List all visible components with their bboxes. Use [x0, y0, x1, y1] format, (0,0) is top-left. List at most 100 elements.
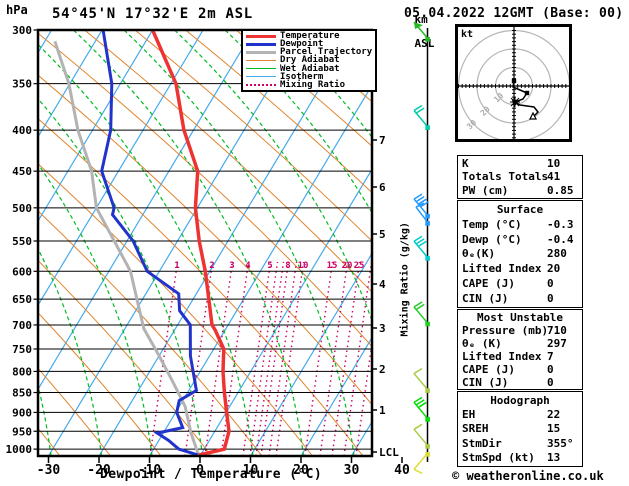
wet-adiabat-line	[123, 30, 355, 456]
wind-barb-dot	[425, 444, 430, 449]
wind-barb-staff	[413, 428, 429, 446]
wind-barb	[413, 423, 430, 449]
stats-row-value: 297	[547, 337, 567, 350]
legend-item-label: Dry Adiabat	[280, 55, 340, 66]
stats-row-value: 0	[547, 376, 554, 389]
stats-row: K 10	[458, 157, 582, 170]
wind-barb-column	[413, 21, 430, 474]
stats-row-value: -0.4	[547, 232, 574, 246]
legend-item: Isotherm	[243, 72, 375, 81]
wind-barb-feather	[413, 104, 423, 112]
temp-tick-label: -10	[138, 463, 162, 478]
dry-adiabat-line	[38, 163, 313, 456]
pressure-tick-label: 700	[12, 319, 32, 332]
stats-row-label: StmDir	[462, 436, 502, 450]
stats-row-label: CIN (J)	[462, 291, 509, 305]
wind-barb-feather	[415, 303, 425, 311]
wind-barb	[413, 301, 430, 327]
stats-row-label: CAPE (J)	[462, 277, 515, 291]
wind-barb-dot	[425, 221, 430, 226]
wind-barb	[413, 452, 430, 474]
wind-barb-dot	[425, 36, 430, 42]
mixing-ratio-label: 10	[298, 261, 309, 271]
wind-barb-feather	[417, 240, 427, 248]
stats-row-value: 280	[547, 247, 567, 261]
pressure-tick-label: 650	[12, 293, 32, 306]
wet-adiabat-line	[38, 163, 153, 456]
wind-barb	[413, 396, 430, 422]
km-unit-label: km	[414, 13, 428, 26]
stats-table: Hodograph EH 22 SREH 15 StmDir 355° StmSpd (kt)…	[457, 391, 583, 467]
legend-item: Parcel Trajectory	[243, 48, 375, 57]
stats-row-label: CAPE (J)	[462, 363, 515, 376]
mixing-ratio-label: 20	[342, 261, 353, 271]
stats-row-label: Lifted Index	[462, 262, 542, 276]
wind-barb-dot	[425, 125, 430, 130]
mixing-ratio-axis-title: Mixing Ratio (g/kg)	[399, 222, 411, 337]
stats-row: CAPE (J) 0	[458, 363, 582, 376]
hodograph-ring-label: 30	[465, 118, 478, 131]
pressure-tick-label: 900	[12, 406, 32, 419]
legend-line-sample	[246, 42, 276, 46]
station-title: 54°45'N 17°32'E 2m ASL	[52, 6, 253, 22]
km-tick-label: 7	[379, 134, 386, 147]
stats-row: PW (cm) 0.85	[458, 184, 582, 197]
legend: Temperature Dewpoint Parcel Trajectory Dry …	[241, 29, 377, 92]
dry-adiabat-line	[38, 32, 372, 348]
wet-adiabat-line	[427, 30, 450, 456]
pressure-tick-label: 400	[12, 124, 32, 137]
km-axis: 7 6 5 4 3 2 1	[372, 90, 386, 453]
wind-barb-dot	[425, 213, 430, 219]
isotherm-line	[98, 30, 356, 456]
pressure-tick-label: 350	[12, 78, 32, 91]
wind-barb-feather	[415, 107, 425, 114]
hodograph-ring-label: 10	[492, 91, 505, 104]
pressure-tick-label: 950	[12, 425, 32, 438]
stats-row: Totals Totals 41	[458, 170, 582, 183]
legend-item-label: Mixing Ratio	[280, 79, 346, 90]
wet-adiabat-line	[38, 247, 103, 456]
isotherm-line	[38, 30, 103, 138]
x-axis-title: Dewpoint / Temperature (°C)	[100, 467, 323, 482]
dry-adiabat-line	[84, 30, 372, 293]
lcl-label: LCL	[379, 446, 399, 459]
stats-row-label: CIN (J)	[462, 376, 509, 389]
stats-row: θₑ (K) 297	[458, 337, 582, 350]
stats-table: K 10 Totals Totals 41 PW (cm) 0.85	[457, 155, 583, 199]
legend-item-label: Temperature	[280, 31, 340, 42]
wind-barb-feather	[420, 201, 429, 208]
wind-barb-feather	[413, 235, 423, 242]
dry-adiabats	[38, 30, 372, 456]
isotherm-line	[38, 30, 255, 391]
stats-row-value: 15	[547, 422, 561, 436]
temp-tick-label: 10	[243, 463, 259, 478]
mixing-ratio-label: 4	[245, 261, 251, 271]
wind-barb-feather	[415, 195, 425, 203]
stats-row-label: Totals Totals	[462, 170, 549, 184]
legend-line-sample	[246, 50, 276, 54]
mixing-ratio-label: 15	[327, 261, 338, 271]
wind-barb-feather	[413, 396, 423, 403]
temp-tick-label: 40	[394, 463, 410, 478]
plot-border	[36, 28, 374, 458]
wet-adiabat-line	[73, 30, 305, 456]
wet-adiabat-line	[0, 30, 1, 456]
stats-row: SREH 15	[458, 422, 582, 435]
hodograph-point-marker	[511, 78, 517, 84]
km-tick-label: 4	[379, 278, 386, 291]
stats-row-label: EH	[462, 408, 476, 422]
wind-barb	[413, 193, 430, 226]
wind-barb-feather	[413, 193, 423, 200]
pressure-tick-label: 600	[12, 265, 32, 278]
wet-adiabats	[0, 30, 451, 456]
stats-row-value: 0	[547, 363, 554, 376]
stats-row: Dewp (°C) -0.4	[458, 233, 582, 246]
wind-barb-feather	[413, 468, 423, 474]
mixing-ratio-label: 8	[285, 261, 290, 271]
wet-adiabat-line	[377, 30, 451, 456]
stats-row-label: Lifted Index	[462, 350, 542, 363]
hodograph-end-marker	[529, 111, 537, 120]
legend-item-label: Wet Adiabat	[280, 63, 340, 74]
stats-row-value: 0	[547, 291, 554, 305]
